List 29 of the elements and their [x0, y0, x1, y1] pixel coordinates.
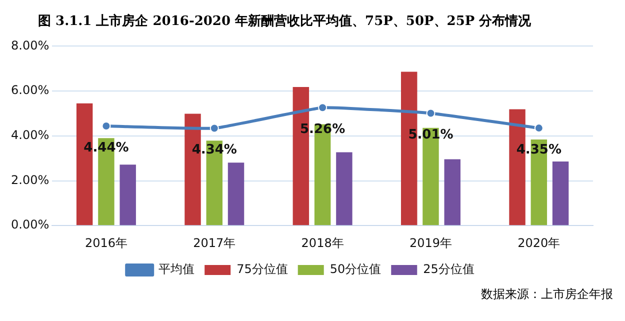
data-label: 4.35%	[516, 142, 562, 158]
bar	[552, 161, 569, 226]
data-label: 5.26%	[300, 122, 346, 138]
data-label: 4.44%	[84, 140, 129, 156]
x-tick-label: 2018年	[301, 236, 344, 250]
data-label: 4.34%	[192, 142, 237, 158]
legend-label: 25分位值	[423, 262, 474, 276]
point	[318, 103, 328, 112]
x-tick-label: 2020年	[518, 236, 560, 250]
x-tick-label: 2016年	[84, 236, 128, 250]
legend-label: 50分位值	[330, 262, 382, 276]
y-tick-label: 6.00%	[10, 83, 50, 98]
x-tick-label: 2017年	[193, 236, 236, 250]
legend-label: 75分位值	[236, 262, 288, 276]
bar	[444, 159, 460, 226]
bar	[336, 152, 352, 226]
y-tick-label: 4.00%	[10, 128, 50, 142]
data-label: 5.01%	[408, 128, 454, 143]
point	[426, 108, 436, 118]
legend-label: 平均值	[158, 262, 195, 276]
y-tick-label: 2.00%	[10, 172, 50, 187]
source-note: 数据来源：上市房企年报	[480, 286, 614, 303]
chart-title: 图 3.1.1 上市房企 2016-2020 年新酬营收比平均值、75P、50P、25P 分布情况	[37, 12, 532, 31]
x-tick-label: 2019年	[409, 236, 452, 250]
bar	[228, 162, 244, 226]
y-tick-label: 8.00%	[10, 38, 50, 52]
point	[210, 124, 219, 133]
bar	[120, 164, 136, 226]
y-tick-label: 0.00%	[10, 218, 50, 232]
